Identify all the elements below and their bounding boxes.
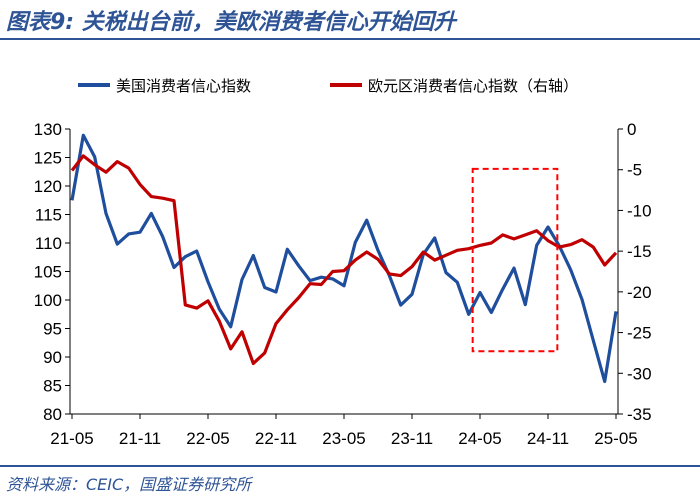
legend-label-eu: 欧元区消费者信心指数（右轴） xyxy=(368,77,578,95)
right-tick-label: -20 xyxy=(627,283,652,302)
left-tick-label: 120 xyxy=(34,177,62,196)
left-tick-label: 130 xyxy=(34,120,62,139)
left-tick-label: 115 xyxy=(35,206,62,225)
x-tick-label: 21-05 xyxy=(50,429,93,448)
eurozone-consumer-confidence-line xyxy=(70,154,618,366)
right-tick-label: -15 xyxy=(627,242,652,261)
right-tick-label: -35 xyxy=(627,405,652,424)
right-tick-label: -25 xyxy=(627,324,652,343)
source-note: 资料来源：CEIC，国盛证券研究所 xyxy=(6,475,252,494)
right-tick-label: -30 xyxy=(627,364,652,383)
left-tick-label: 105 xyxy=(34,263,62,282)
x-tick-label: 23-05 xyxy=(322,429,365,448)
x-tick-label: 22-11 xyxy=(255,429,297,448)
line-chart: 130 125 120 115 110 105 100 95 90 85 80 0 -5 -10 -15 -2… xyxy=(34,77,652,448)
left-tick-label: 95 xyxy=(43,320,62,339)
x-tick-label: 22-05 xyxy=(186,429,229,448)
highlight-box xyxy=(471,167,559,353)
left-tick-label: 100 xyxy=(34,291,62,310)
chart-annotation xyxy=(471,167,559,353)
chart-ticks: 130 125 120 115 110 105 100 95 90 85 80 0 -5 -10 -15 -2… xyxy=(34,120,652,448)
left-tick-label: 80 xyxy=(43,405,62,424)
left-tick-label: 90 xyxy=(43,348,62,367)
x-tick-label: 24-05 xyxy=(458,429,501,448)
chart-legend: 美国消费者信心指数 欧元区消费者信心指数（右轴） xyxy=(78,77,578,95)
left-tick-label: 85 xyxy=(43,377,62,396)
x-tick-label: 24-11 xyxy=(527,429,569,448)
right-tick-label: -10 xyxy=(627,201,652,220)
left-tick-label: 125 xyxy=(34,149,62,168)
chart-series xyxy=(70,133,618,384)
title-divider xyxy=(0,38,700,40)
x-tick-label: 23-11 xyxy=(391,429,433,448)
left-tick-label: 110 xyxy=(35,234,62,253)
right-tick-label: -5 xyxy=(627,161,642,180)
chart-title: 图表9: 关税出台前，美欧消费者信心开始回升 xyxy=(6,10,456,35)
us-consumer-confidence-line xyxy=(70,133,618,384)
x-tick-label: 25-05 xyxy=(594,429,637,448)
legend-label-us: 美国消费者信心指数 xyxy=(116,77,251,95)
footer-divider xyxy=(0,465,700,467)
right-tick-label: 0 xyxy=(627,120,636,139)
x-tick-label: 21-11 xyxy=(119,429,161,448)
